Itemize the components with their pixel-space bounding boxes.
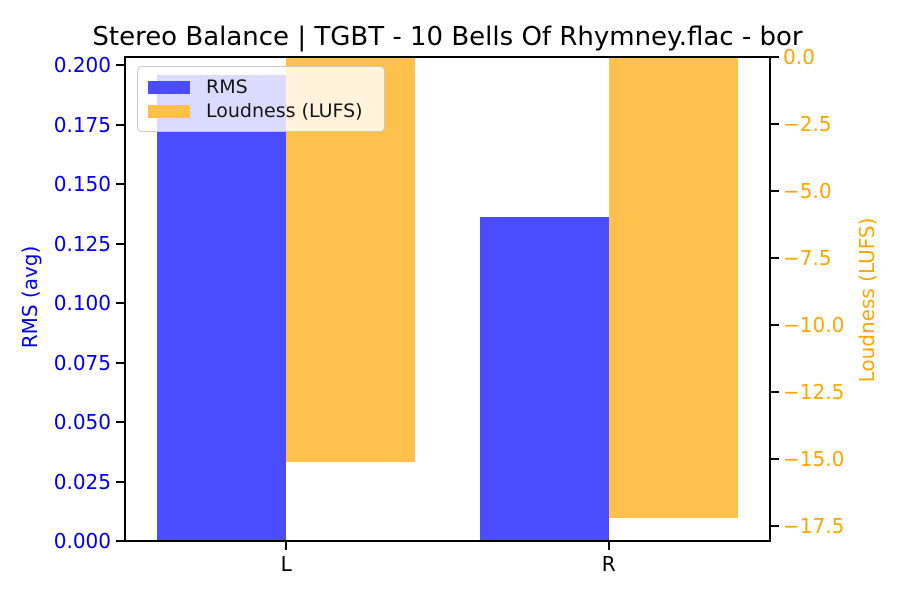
bar-rms-l (157, 74, 287, 541)
y-left-tick-label: 0.050 (53, 410, 111, 435)
y-right-tick-mark (771, 257, 779, 260)
y-left-tick-mark (116, 540, 124, 542)
y-left-tick-label: 0.200 (53, 53, 111, 78)
rms-legend-swatch (148, 80, 190, 94)
y-left-tick-label: 0.175 (53, 112, 111, 137)
bar-loudness-r (608, 57, 738, 519)
y-right-tick-label: −10.0 (783, 313, 845, 338)
y-right-tick-label: −12.5 (783, 380, 845, 405)
y-right-tick-label: −15.0 (783, 447, 845, 472)
y-left-tick-label: 0.100 (53, 291, 111, 316)
x-tick-label-l: L (280, 552, 292, 576)
y-right-tick-label: −7.5 (783, 246, 832, 271)
y-left-tick-label: 0.150 (53, 172, 111, 197)
y-right-tick-mark (771, 324, 779, 327)
y-left-tick-mark (116, 421, 124, 424)
y-left-tick-label: 0.125 (53, 231, 111, 256)
y-left-tick-label: 0.075 (53, 350, 111, 375)
y-right-tick-mark (771, 458, 779, 461)
x-tick-mark (285, 542, 288, 550)
bar-rms-r (479, 217, 609, 541)
legend: RMS Loudness (LUFS) (137, 66, 385, 132)
y-left-tick-mark (116, 242, 124, 245)
loudness-legend-label: Loudness (LUFS) (206, 100, 363, 122)
y-right-tick-mark (771, 123, 779, 126)
y-left-tick-mark (116, 183, 124, 186)
x-tick-mark (607, 542, 610, 550)
chart-title: Stereo Balance | TGBT - 10 Bells Of Rhym… (92, 22, 803, 52)
rms-legend-label: RMS (206, 76, 248, 98)
legend-entry-rms: RMS (148, 76, 374, 98)
loudness-legend-swatch (148, 104, 190, 118)
y-right-tick-mark (771, 391, 779, 394)
y-right-tick-label: −17.5 (783, 514, 845, 539)
y-right-tick-mark (771, 56, 779, 58)
y-left-tick-mark (116, 64, 124, 67)
x-tick-label-r: R (601, 552, 616, 576)
y-right-tick-mark (771, 525, 779, 528)
y-right-tick-label: 0.0 (783, 45, 815, 69)
y-right-tick-label: −2.5 (783, 112, 832, 137)
legend-entry-loudness: Loudness (LUFS) (148, 100, 374, 122)
y-left-tick-mark (116, 123, 124, 126)
y-left-tick-label: 0.025 (53, 469, 111, 494)
y-right-tick-mark (771, 190, 779, 193)
y-left-tick-mark (116, 302, 124, 305)
y-left-tick-mark (116, 361, 124, 364)
y-right-tick-label: −5.0 (783, 179, 832, 204)
y-left-tick-mark (116, 480, 124, 483)
y-left-tick-label: 0.000 (53, 529, 111, 553)
